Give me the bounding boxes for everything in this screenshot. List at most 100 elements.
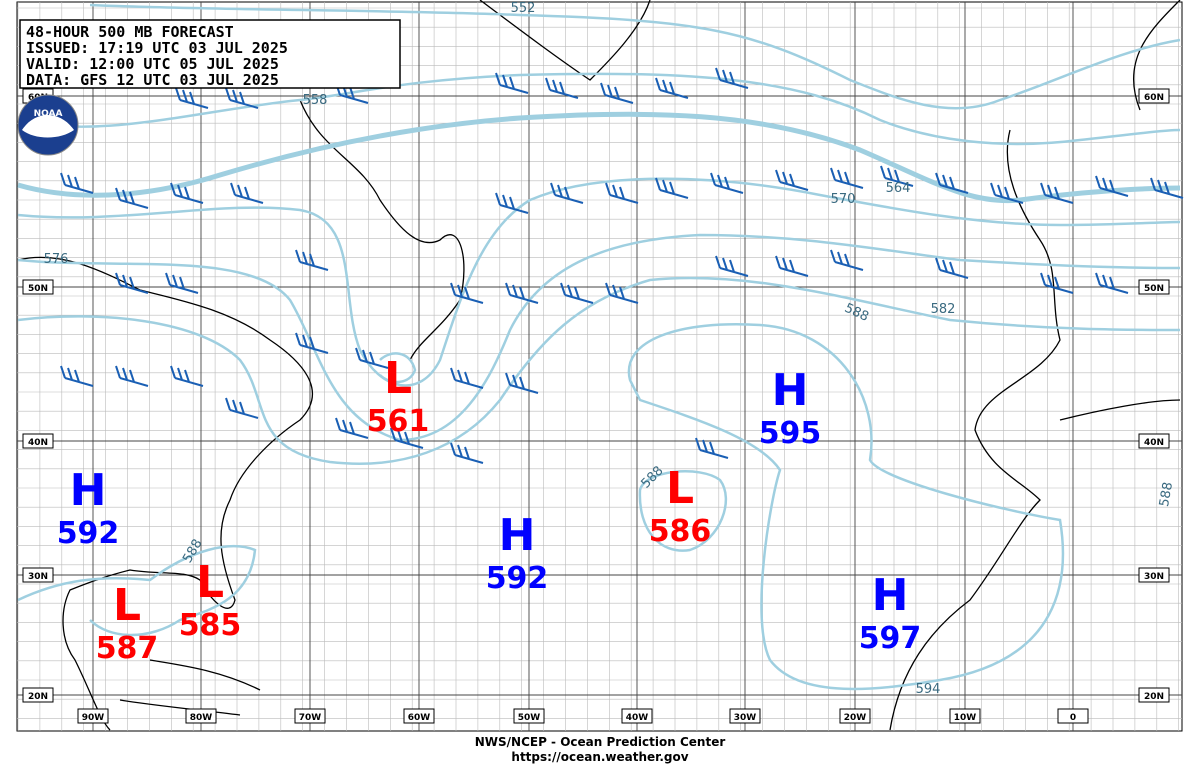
logo-text: NOAA — [34, 109, 63, 119]
system-type: H — [499, 510, 536, 561]
system-type: L — [196, 557, 224, 608]
wind-barb — [170, 365, 204, 387]
wind-barb — [830, 249, 864, 271]
longitude-box — [294, 708, 326, 724]
wind-barb — [715, 67, 749, 89]
longitude-box — [729, 708, 761, 724]
latitude-label: 40N — [1144, 438, 1164, 448]
wind-barb — [165, 272, 199, 294]
footer-line: https://ocean.weather.gov — [511, 750, 688, 764]
wind-barb — [115, 272, 149, 294]
system-type: L — [666, 463, 694, 514]
system-type: H — [872, 570, 909, 621]
longitude-label: 40W — [626, 713, 649, 723]
wind-barb — [1040, 182, 1074, 204]
system-height: 586 — [649, 514, 712, 549]
longitude-box — [1057, 708, 1089, 724]
wind-barb — [295, 332, 329, 354]
latitude-box — [1138, 687, 1170, 703]
wind-barb — [715, 255, 749, 277]
contour — [17, 276, 1181, 465]
longitude-label: 80W — [190, 713, 213, 723]
wind-barb — [600, 82, 634, 104]
system-height: 561 — [367, 404, 430, 439]
system-type: H — [772, 365, 809, 416]
system-height: 587 — [96, 631, 159, 666]
wind-barb — [225, 397, 259, 419]
system-type: H — [70, 465, 107, 516]
contour — [19, 72, 1181, 146]
longitude-box — [77, 708, 109, 724]
longitude-box — [949, 708, 981, 724]
latitude-label: 40N — [28, 438, 48, 448]
wind-barb — [355, 347, 389, 369]
wind-barb — [335, 417, 369, 439]
wind-barb — [710, 172, 744, 194]
latitude-box — [22, 567, 54, 583]
contour — [17, 545, 257, 637]
system-height: 592 — [486, 561, 549, 596]
wind-barb — [775, 169, 809, 191]
wind-barbs — [60, 67, 1184, 464]
latitude-box — [1138, 279, 1170, 295]
wind-barb — [550, 182, 584, 204]
latitude-box — [1138, 567, 1170, 583]
latitude-box — [22, 687, 54, 703]
wind-barb — [655, 177, 689, 199]
wind-barb — [390, 427, 424, 449]
wind-barb — [495, 72, 529, 94]
system-type: L — [384, 353, 412, 404]
contour-label: 570 — [831, 192, 856, 207]
wind-barb — [935, 172, 969, 194]
header-line: VALID: 12:00 UTC 05 JUL 2025 — [26, 55, 279, 73]
contour — [627, 323, 1065, 691]
wind-barb — [605, 282, 639, 304]
coastline — [119, 659, 261, 716]
wind-barb — [225, 87, 259, 109]
footer: NWS/NCEP - Ocean Prediction Centerhttps:… — [475, 735, 726, 764]
longitude-label: 70W — [299, 713, 322, 723]
longitude-box — [185, 708, 217, 724]
wind-barb — [450, 442, 484, 464]
wind-barb — [60, 172, 94, 194]
wind-barb — [450, 367, 484, 389]
latitude-label: 30N — [28, 572, 48, 582]
wind-barb — [560, 282, 594, 304]
wind-barb — [495, 192, 529, 214]
contour-label: 558 — [303, 93, 328, 108]
contour-label: 594 — [916, 682, 941, 697]
latitude-box — [1138, 88, 1170, 104]
longitude-box — [621, 708, 653, 724]
footer-line: NWS/NCEP - Ocean Prediction Center — [475, 735, 726, 749]
contour — [638, 470, 728, 552]
contour — [379, 352, 417, 384]
contour-label: 564 — [886, 181, 911, 196]
contour — [17, 177, 1181, 387]
header-line: 48-HOUR 500 MB FORECAST — [26, 23, 234, 41]
wind-barb — [1040, 272, 1074, 294]
longitude-label: 10W — [954, 713, 977, 723]
longitude-label: 60W — [408, 713, 431, 723]
wind-barb — [880, 165, 914, 187]
header-line: DATA: GFS 12 UTC 03 JUL 2025 — [26, 71, 279, 89]
wind-barb — [335, 82, 369, 104]
contour-label: 552 — [511, 1, 536, 16]
wind-barb — [295, 249, 329, 271]
longitude-box — [513, 708, 545, 724]
contour-label: 582 — [931, 302, 956, 317]
coastline — [889, 0, 1181, 731]
wind-barb — [175, 87, 209, 109]
wind-barb — [1095, 272, 1129, 294]
latitude-label: 50N — [28, 284, 48, 294]
system-type: L — [113, 580, 141, 631]
wind-barb — [450, 282, 484, 304]
wind-barb — [505, 372, 539, 394]
latitude-label: 30N — [1144, 572, 1164, 582]
longitude-box — [403, 708, 435, 724]
longitude-label: 50W — [518, 713, 541, 723]
latitude-label: 20N — [1144, 692, 1164, 702]
noaa-logo: NOAA — [17, 94, 79, 156]
logo-wave — [22, 115, 74, 138]
wind-barb — [655, 77, 689, 99]
